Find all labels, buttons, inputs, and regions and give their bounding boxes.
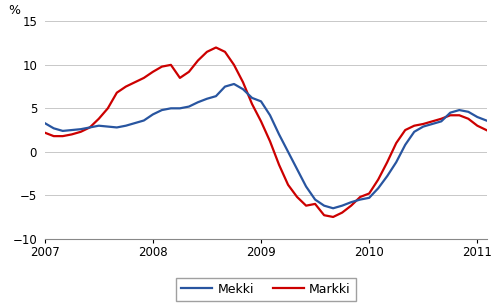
Mekki [87,125,93,129]
Mekki [384,174,390,178]
Mekki [186,105,192,108]
Mekki [150,113,156,116]
Markki [186,70,192,74]
Markki [321,213,327,217]
Line: Mekki: Mekki [45,80,497,208]
Markki [213,46,219,49]
Legend: Mekki, Markki: Mekki, Markki [176,278,355,300]
Mekki [330,207,336,210]
Text: %: % [8,4,20,17]
Markki [330,215,336,219]
Markki [87,125,93,129]
Markki [42,131,48,135]
Mekki [42,121,48,125]
Markki [393,141,399,145]
Line: Markki: Markki [45,47,497,217]
Markki [150,70,156,74]
Mekki [312,198,318,201]
